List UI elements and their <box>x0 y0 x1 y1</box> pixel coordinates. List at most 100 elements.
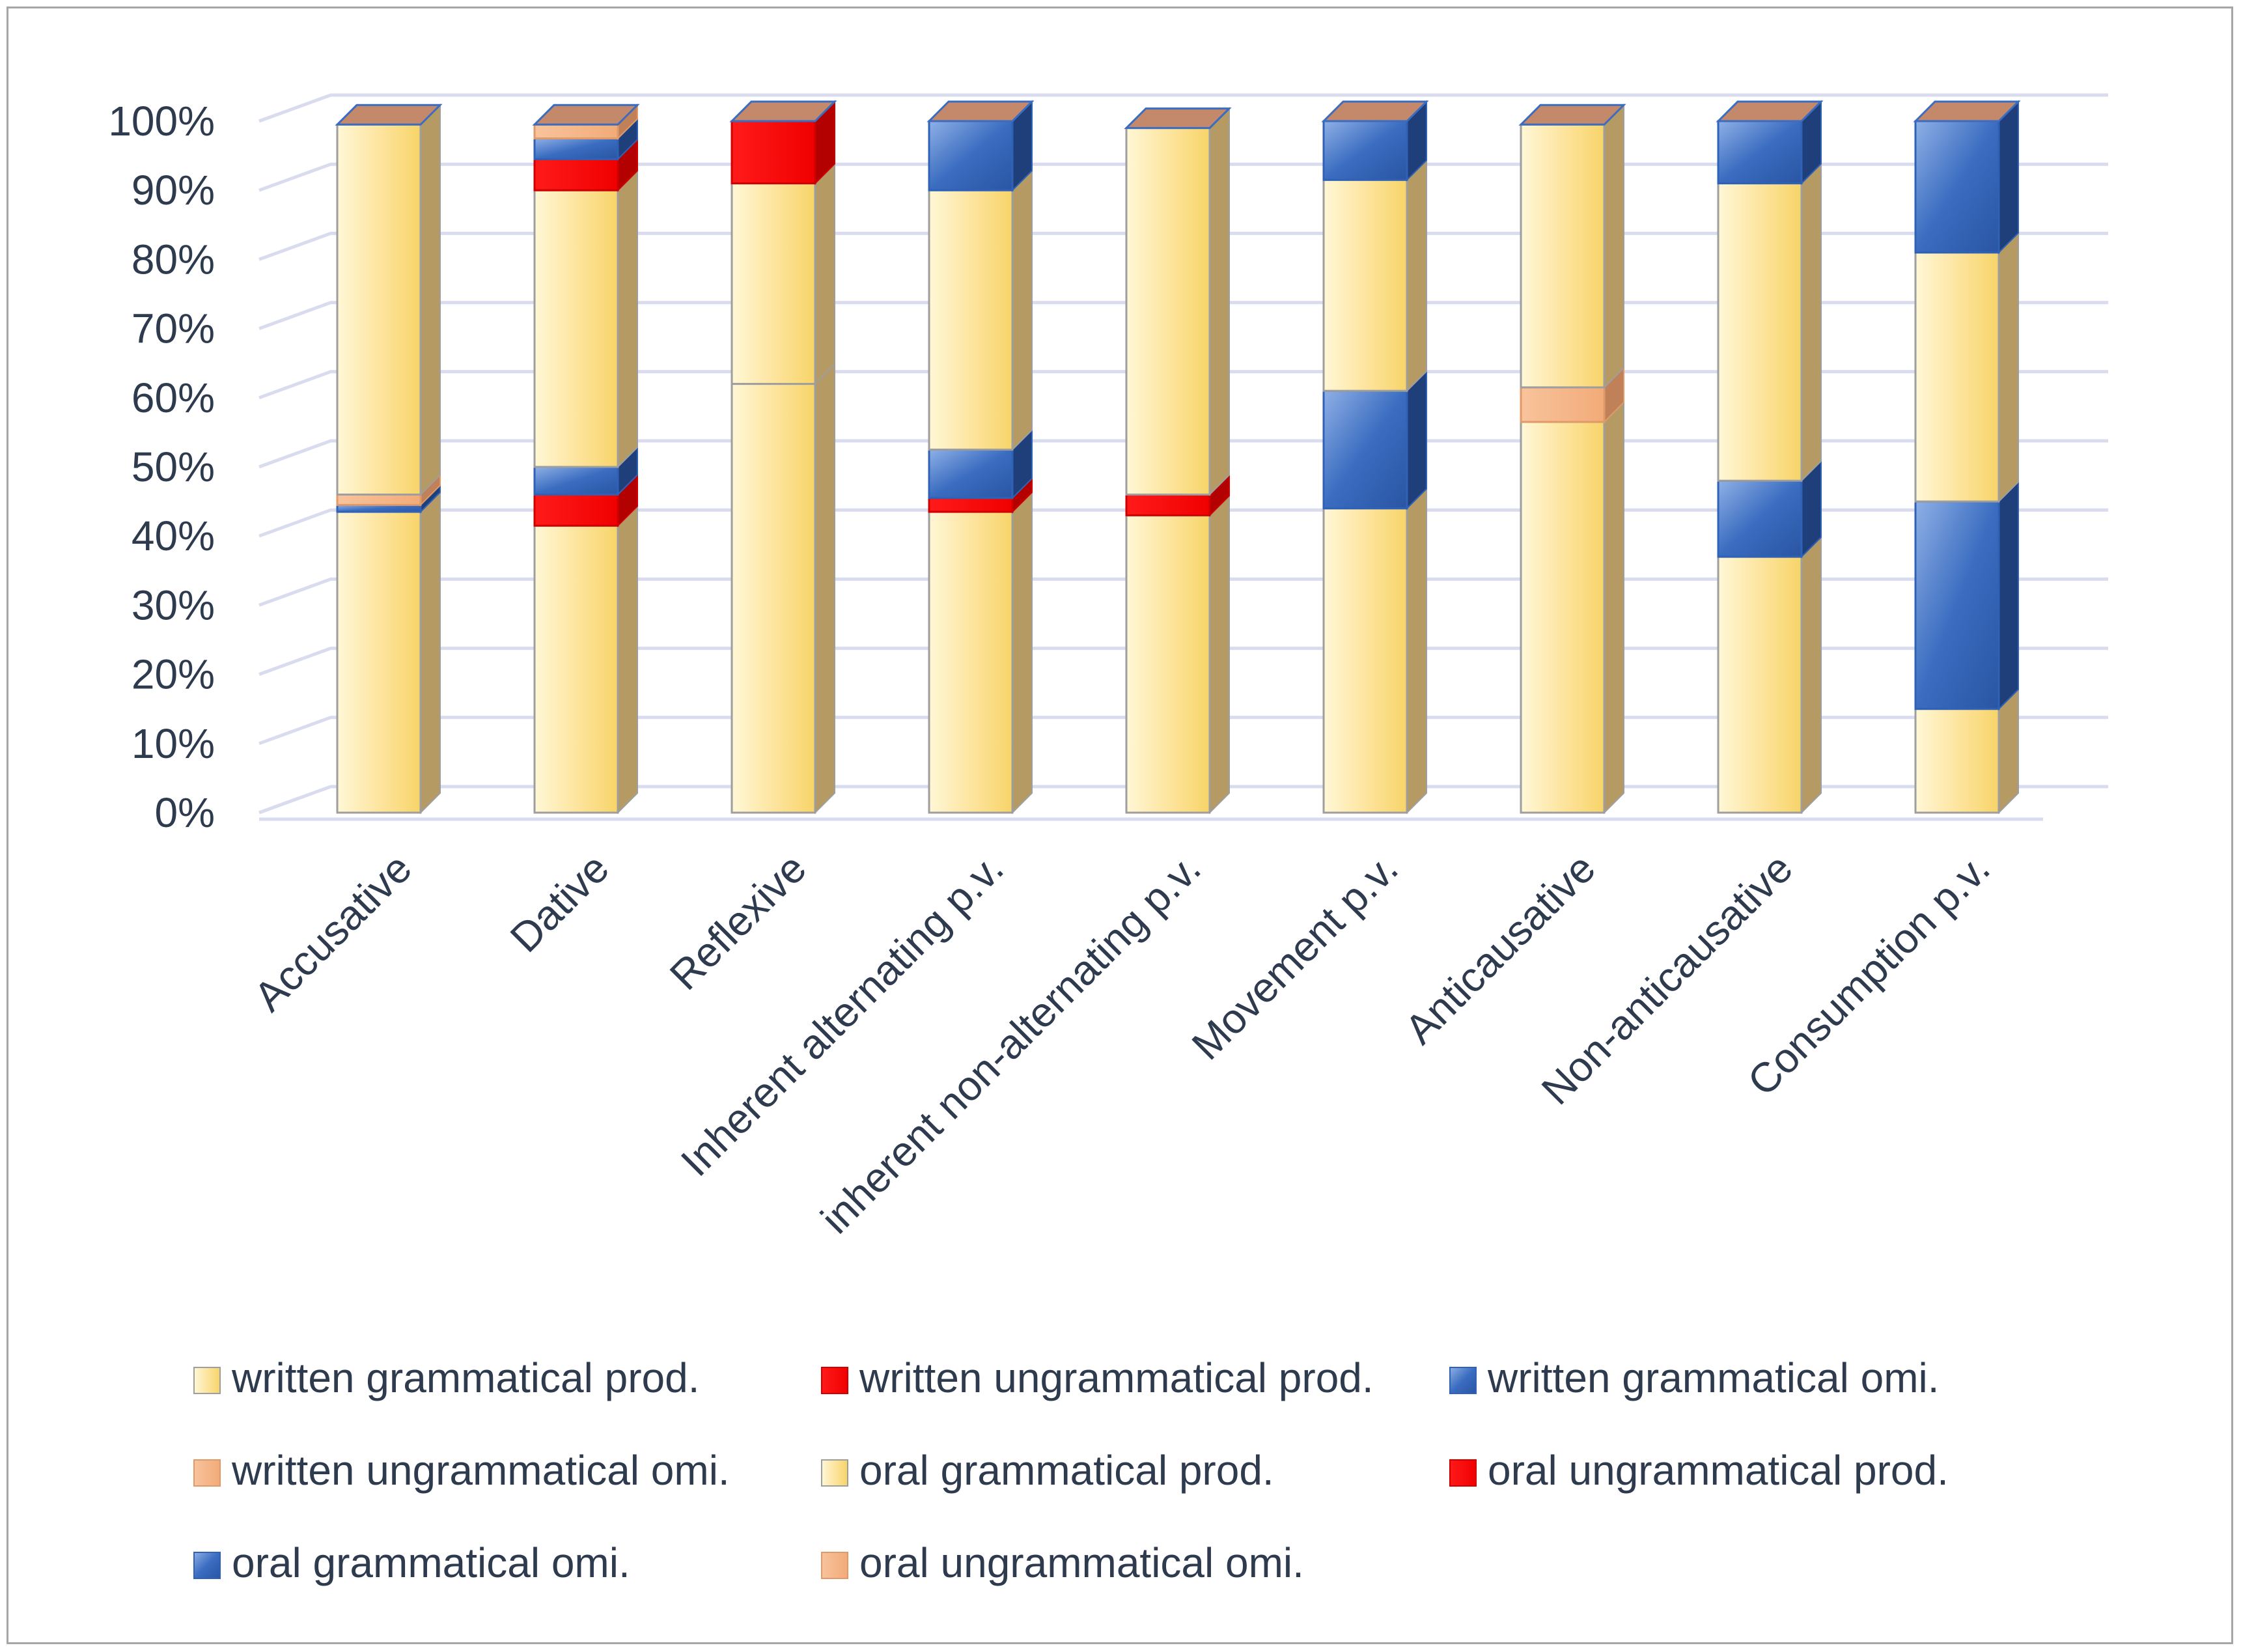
gridline <box>258 439 2108 469</box>
x-tick-label: Dative <box>501 845 618 961</box>
y-tick-label: 80% <box>132 236 215 283</box>
bar-side <box>617 504 638 815</box>
bar-segment <box>928 511 1014 814</box>
y-tick-label: 90% <box>132 167 215 214</box>
bar-side <box>1801 162 1822 483</box>
bar-segment <box>533 493 619 527</box>
y-tick-label: 50% <box>132 443 215 490</box>
bar-side <box>1604 400 1624 815</box>
x-tick-label: Inherent alternating p.v. <box>672 845 1012 1185</box>
bar-top <box>1716 100 1824 122</box>
y-tick-label: 0% <box>155 789 216 836</box>
bar-side <box>1998 231 2019 503</box>
bar-side <box>814 363 835 815</box>
gridlines <box>258 93 2108 821</box>
bar-segment <box>1520 386 1606 423</box>
bar-segment <box>1717 182 1803 482</box>
legend-swatch <box>193 1459 221 1487</box>
legend-label: oral ungrammatical prod. <box>1488 1447 1949 1494</box>
bar-segment <box>533 524 619 814</box>
bar-segment <box>731 120 816 185</box>
gridline <box>258 301 2108 330</box>
bar-segment <box>1717 120 1803 185</box>
x-tick-label: inherent non-alternating p.v. <box>812 845 1210 1242</box>
bar-side <box>814 162 835 385</box>
y-tick-label: 70% <box>132 305 215 352</box>
bar-segment <box>1125 514 1211 814</box>
bar-segment <box>1520 421 1606 814</box>
bar-segment <box>928 120 1014 191</box>
bar-segment <box>1322 507 1408 814</box>
bar-side <box>1406 158 1427 393</box>
y-tick-label: 100% <box>108 98 215 145</box>
bar-segment <box>533 137 619 160</box>
bar-segment <box>336 503 422 513</box>
bar-side <box>1406 369 1427 511</box>
bar-side <box>1801 535 1822 815</box>
bar-top <box>1518 104 1626 126</box>
bar-segment <box>1520 123 1606 389</box>
y-tick-label: 10% <box>132 720 215 767</box>
bar-segment <box>928 448 1014 499</box>
bar-segment <box>533 123 619 140</box>
floor-edge <box>258 796 299 815</box>
bar-side <box>1998 480 2019 711</box>
bar-segment <box>1322 178 1408 392</box>
bar-segment <box>336 511 422 814</box>
bar-side <box>1209 107 1230 496</box>
gridline <box>258 508 2108 538</box>
gridline <box>258 231 2108 261</box>
legend-label: oral grammatical prod. <box>859 1447 1274 1494</box>
bar-top <box>1321 100 1429 122</box>
bar-segment <box>336 493 422 506</box>
legend-swatch <box>1449 1459 1477 1487</box>
gridline <box>258 647 2108 676</box>
bar-segment <box>1914 120 2000 254</box>
y-axis-ticks: 0% 10% 20% 30% 40% 50% 60% 70% 80% 90% 100% <box>108 98 215 836</box>
bar-segment <box>533 466 619 496</box>
legend-swatch <box>821 1552 848 1579</box>
bar-segment <box>1125 493 1211 516</box>
bar-segment <box>1717 555 1803 814</box>
bar-side <box>1012 169 1033 451</box>
bar-segment <box>1717 479 1803 558</box>
bar-side <box>1998 100 2019 255</box>
bar-side <box>1406 487 1427 815</box>
bar-side <box>1012 490 1033 815</box>
x-tick-label: Movement p.v. <box>1183 845 1407 1069</box>
legend-label: written grammatical prod. <box>231 1354 699 1401</box>
gridline <box>258 162 2108 192</box>
legend-label: written ungrammatical prod. <box>859 1354 1374 1401</box>
legend-label: written grammatical omi. <box>1487 1354 1940 1401</box>
bar-top <box>729 100 837 122</box>
x-tick-label: Accusative <box>245 845 421 1020</box>
y-tick-label: 60% <box>132 374 215 421</box>
gridline <box>258 716 2108 746</box>
bar-side <box>617 169 638 469</box>
bar-segment <box>1322 389 1408 510</box>
bar-segment <box>731 182 816 385</box>
legend-swatch <box>193 1552 221 1579</box>
legend-swatch <box>821 1367 848 1394</box>
bar-segment <box>533 158 619 191</box>
bar-side <box>1209 494 1230 815</box>
legend-label: written ungrammatical omi. <box>231 1447 730 1494</box>
legend-swatch <box>193 1367 221 1394</box>
bar-top <box>926 100 1035 122</box>
bar-top <box>1124 107 1232 130</box>
y-tick-label: 30% <box>132 581 215 628</box>
bar-segment <box>1914 251 2000 503</box>
bar-side <box>420 103 441 496</box>
bar-segment <box>928 497 1014 513</box>
bar-side <box>420 490 441 815</box>
legend-swatch <box>1449 1367 1477 1394</box>
bar-top <box>335 104 443 126</box>
gridline <box>258 93 2108 123</box>
bar-side <box>1998 688 2019 815</box>
legend-label: oral grammatical omi. <box>232 1539 630 1586</box>
legend-swatch <box>821 1459 848 1487</box>
bar-segment <box>533 189 619 468</box>
gridline <box>258 577 2108 607</box>
